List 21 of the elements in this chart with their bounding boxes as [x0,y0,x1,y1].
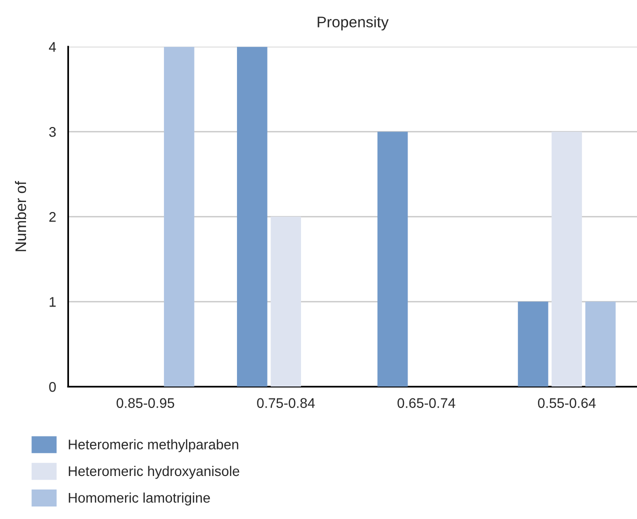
legend-label: Homomeric lamotrigine [68,492,210,506]
bar [518,302,548,387]
y-axis-title: Number of [14,180,26,252]
y-tick-label: 1 [50,297,56,307]
bar [236,46,268,387]
bar [270,216,302,387]
bar [552,132,582,387]
legend-label: Heteromeric hydroxyanisole [68,466,240,479]
y-tick-label: 4 [48,42,56,52]
y-tick-label: 2 [49,212,56,222]
legend-label: Heteromeric methylparaben [68,439,238,452]
x-tick-label: 0.75-0.84 [257,398,315,408]
bar [585,302,616,387]
bar [377,132,408,387]
y-tick-label: 3 [49,127,56,137]
bar [164,46,194,387]
chart-title: Propensity [318,16,389,30]
x-tick-label: 0.55-0.64 [538,398,596,408]
x-tick-label: 0.85-0.95 [116,398,174,408]
y-tick-label: 0 [49,382,56,392]
x-tick-label: 0.65-0.74 [398,398,456,408]
